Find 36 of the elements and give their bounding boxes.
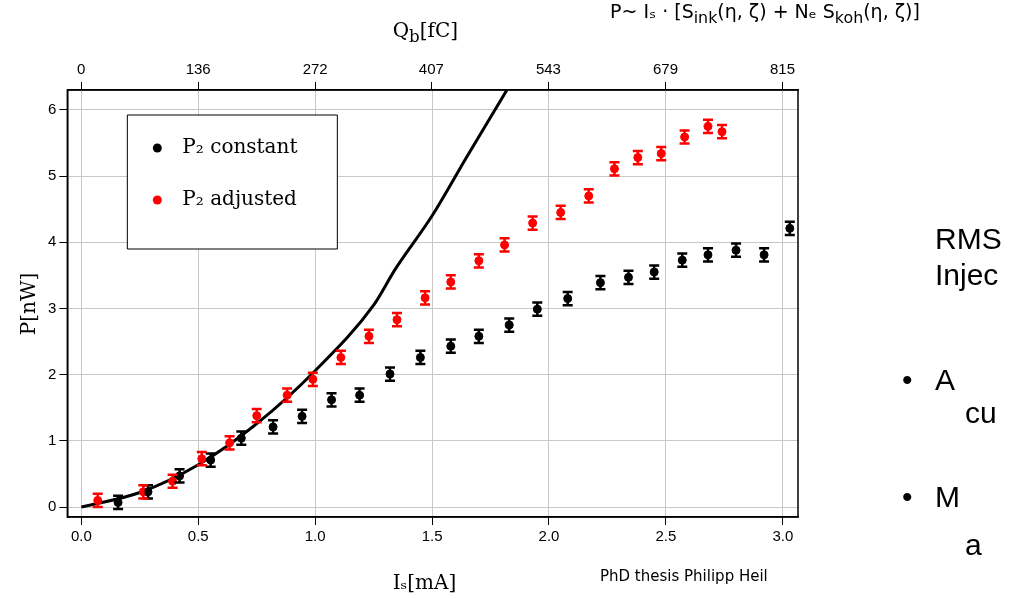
x-tick-label: 3.0	[772, 527, 794, 545]
y-tick-label: 5	[48, 166, 57, 184]
x2-tick-label: 407	[418, 60, 444, 78]
x-tick-label: 0.0	[70, 527, 92, 545]
x-tick-label: 2.0	[538, 527, 560, 545]
text: •	[902, 363, 913, 397]
text: RMS	[935, 222, 1002, 256]
x2-tick-label: 0	[76, 60, 86, 78]
y-tick-label: 2	[48, 364, 57, 382]
text: cu	[965, 396, 997, 430]
text: A	[935, 363, 956, 397]
x2-tick-label: 543	[535, 60, 561, 78]
x-tick-label: 1.0	[304, 527, 326, 545]
text: •	[902, 480, 913, 514]
y-tick-label: 6	[48, 100, 57, 117]
x-tick-label: 1.5	[421, 527, 443, 545]
x2-tick-label: 815	[769, 60, 796, 78]
y-tick-label: 4	[48, 232, 57, 250]
x2-tick-label: 272	[302, 60, 328, 78]
y-axis-title: P[nW]	[16, 272, 40, 335]
text: PhD thesis Philipp Heil	[600, 567, 768, 585]
text: M	[935, 480, 960, 514]
x-tick-label: 0.5	[187, 527, 209, 545]
x-tick-label: 2.5	[655, 527, 677, 545]
x2-axis-title: Q$_{b}$[fC]	[392, 18, 459, 46]
text: Injec	[935, 258, 999, 292]
legend-label: P₂ constant	[182, 134, 298, 159]
y-tick-label: 1	[48, 431, 57, 449]
y-tick-label: 3	[48, 298, 57, 316]
text: a	[965, 528, 982, 562]
x-axis-title: Iₛ[mA]	[392, 570, 457, 594]
text: P~ Iₛ · [S$_{ink}$(η, ζ) + Nₑ S$_{koh}$(η, ζ)]	[610, 0, 920, 27]
y-tick-label: 0	[48, 497, 57, 515]
x2-tick-label: 136	[185, 60, 211, 78]
legend-label: P₂ adjusted	[182, 186, 298, 211]
x2-tick-label: 679	[652, 60, 678, 78]
